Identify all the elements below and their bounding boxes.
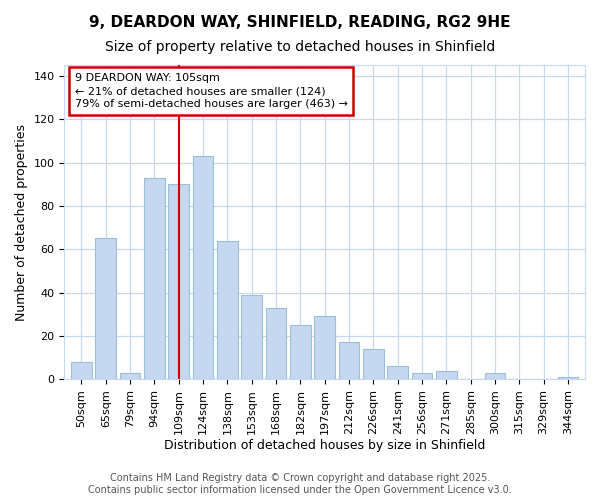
Bar bbox=[95, 238, 116, 379]
Bar bbox=[363, 349, 383, 379]
Bar bbox=[169, 184, 189, 379]
Bar bbox=[120, 372, 140, 379]
Bar bbox=[557, 377, 578, 379]
Bar bbox=[71, 362, 92, 379]
Bar bbox=[144, 178, 165, 379]
Bar bbox=[485, 372, 505, 379]
Y-axis label: Number of detached properties: Number of detached properties bbox=[15, 124, 28, 320]
Bar bbox=[266, 308, 286, 379]
Text: 9, DEARDON WAY, SHINFIELD, READING, RG2 9HE: 9, DEARDON WAY, SHINFIELD, READING, RG2 … bbox=[89, 15, 511, 30]
Bar bbox=[290, 325, 311, 379]
Bar bbox=[193, 156, 214, 379]
Text: Contains HM Land Registry data © Crown copyright and database right 2025.
Contai: Contains HM Land Registry data © Crown c… bbox=[88, 474, 512, 495]
Bar bbox=[436, 370, 457, 379]
Bar bbox=[412, 372, 433, 379]
Bar bbox=[314, 316, 335, 379]
Bar bbox=[338, 342, 359, 379]
Bar bbox=[241, 294, 262, 379]
Bar bbox=[217, 240, 238, 379]
Text: Size of property relative to detached houses in Shinfield: Size of property relative to detached ho… bbox=[105, 40, 495, 54]
Text: 9 DEARDON WAY: 105sqm
← 21% of detached houses are smaller (124)
79% of semi-det: 9 DEARDON WAY: 105sqm ← 21% of detached … bbox=[75, 73, 348, 110]
X-axis label: Distribution of detached houses by size in Shinfield: Distribution of detached houses by size … bbox=[164, 440, 485, 452]
Bar bbox=[388, 366, 408, 379]
